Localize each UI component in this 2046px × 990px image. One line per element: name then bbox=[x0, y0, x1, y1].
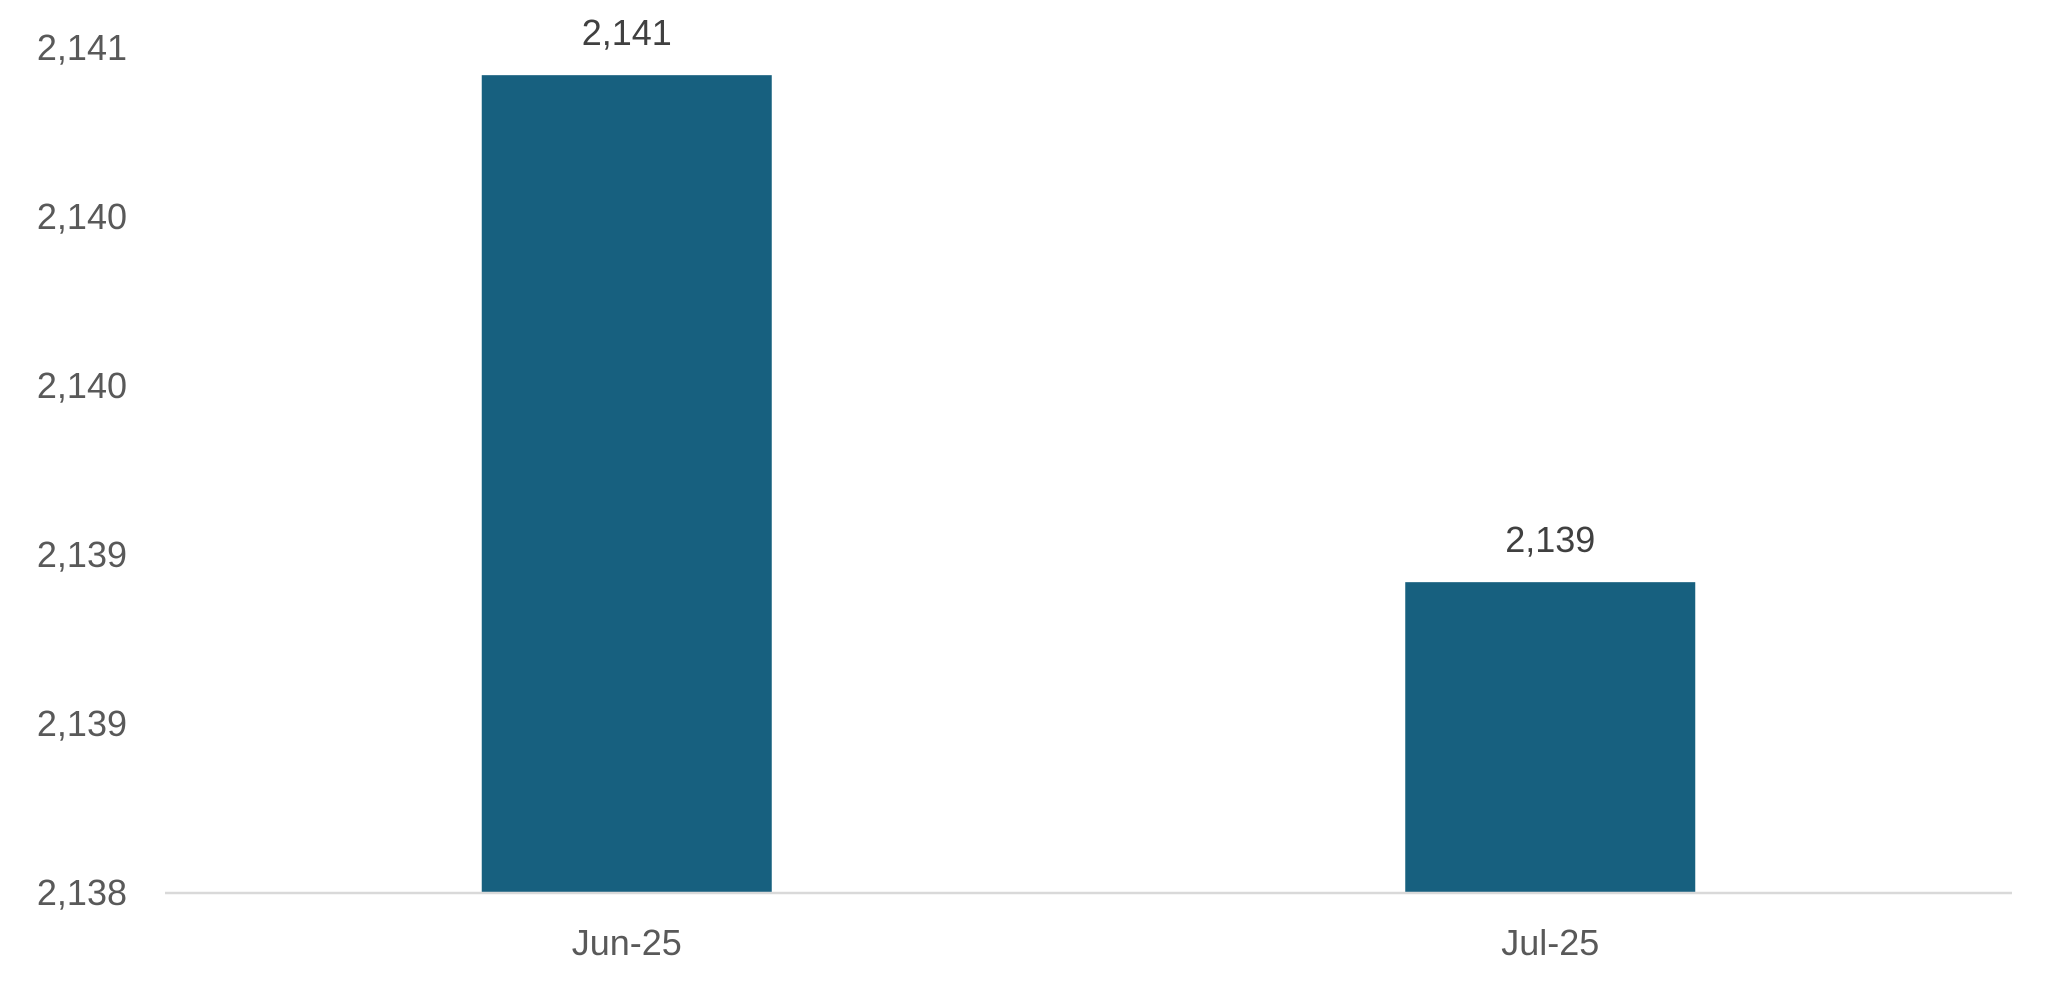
bar-jul-25 bbox=[1405, 582, 1696, 892]
y-axis-tick-labels: 2,138 2,139 2,139 2,140 2,140 2,141 bbox=[37, 27, 127, 913]
y-axis-tick-label: 2,139 bbox=[37, 534, 127, 575]
bar-jun-25 bbox=[481, 75, 772, 892]
y-axis-tick-label: 2,140 bbox=[37, 196, 127, 237]
y-axis-tick-label: 2,138 bbox=[37, 872, 127, 913]
y-axis-tick-label: 2,141 bbox=[37, 27, 127, 68]
y-axis-tick-label: 2,140 bbox=[37, 365, 127, 406]
x-axis-tick-labels: Jun-25 Jul-25 bbox=[572, 922, 1600, 963]
data-label: 2,141 bbox=[582, 12, 672, 53]
bar-series bbox=[481, 75, 1696, 892]
x-axis-tick-label: Jul-25 bbox=[1501, 922, 1599, 963]
x-axis-tick-label: Jun-25 bbox=[572, 922, 682, 963]
y-axis-tick-label: 2,139 bbox=[37, 703, 127, 744]
data-label: 2,139 bbox=[1505, 519, 1595, 560]
data-labels: 2,141 2,139 bbox=[582, 12, 1596, 560]
